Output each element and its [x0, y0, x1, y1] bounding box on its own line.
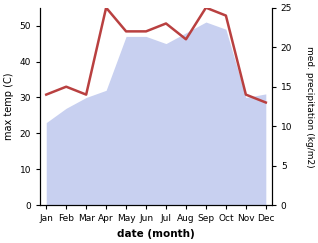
X-axis label: date (month): date (month) [117, 229, 195, 239]
Y-axis label: max temp (C): max temp (C) [4, 73, 14, 140]
Y-axis label: med. precipitation (kg/m2): med. precipitation (kg/m2) [305, 46, 314, 167]
